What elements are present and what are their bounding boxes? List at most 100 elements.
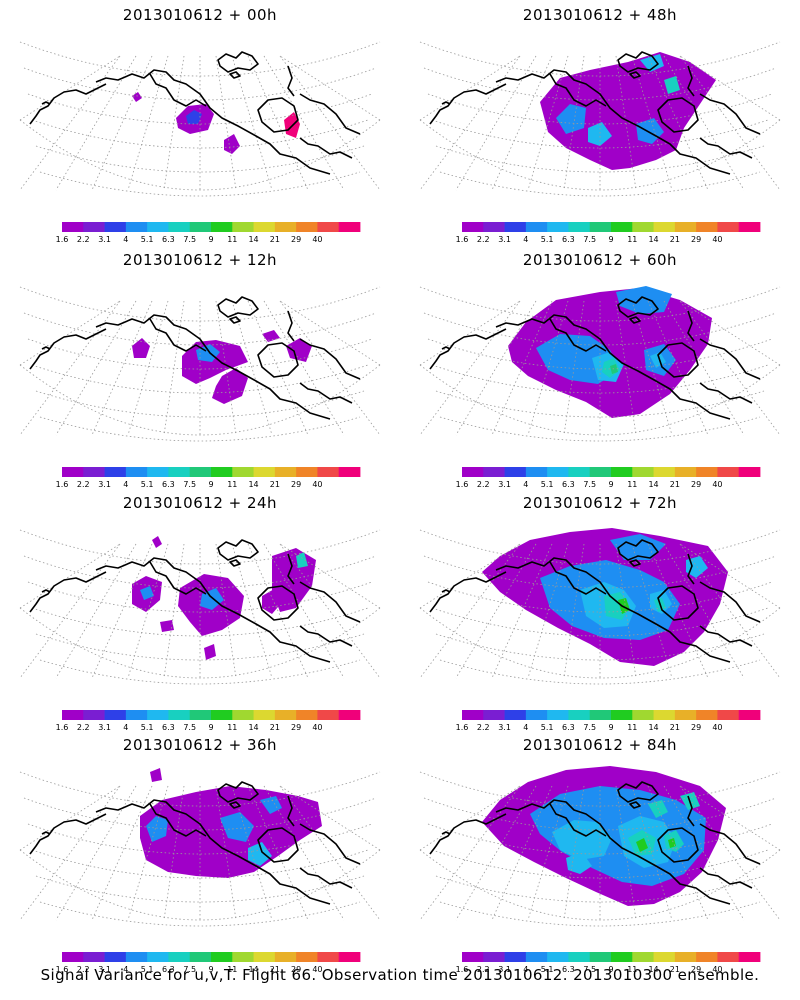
map-plot: 1.6 2.2 3.1 4 5.1 6.3 7.5 9 11 14 21 29 40 — [19, 286, 381, 489]
coast-segment — [149, 73, 207, 107]
coast-segment — [687, 310, 695, 342]
meridian-line — [91, 543, 153, 679]
coast-segment — [217, 781, 259, 803]
map-plot: 1.6 2.2 3.1 4 5.1 6.3 7.5 9 11 14 21 29 40 — [419, 528, 781, 732]
coast-segment — [617, 539, 659, 561]
domain-boundary — [19, 300, 381, 436]
colorbar-swatch — [168, 710, 191, 720]
coast-segment — [257, 97, 299, 133]
colorbar-swatch — [525, 952, 548, 962]
variance-contour — [650, 352, 666, 368]
colorbar-tick-label: 6.3 — [562, 965, 575, 974]
meridian-line — [263, 55, 345, 191]
colorbar-tick-label: 29 — [291, 965, 301, 974]
colorbar-tick-label: 6.3 — [562, 480, 575, 489]
colorbar-swatch — [589, 952, 612, 962]
meridian-line — [55, 55, 137, 191]
variance-contour — [132, 338, 150, 358]
variance-contour — [616, 286, 672, 314]
colorbar-tick-label: 29 — [691, 235, 701, 244]
graticule — [419, 771, 781, 927]
coastline — [29, 539, 361, 663]
colorbar-tick-label: 14 — [648, 480, 658, 489]
colorbar-swatch — [62, 952, 84, 962]
coast-segment — [149, 318, 207, 352]
coast-segment — [429, 328, 507, 370]
colorbar-tick-label: 40 — [712, 480, 722, 489]
latitude-line — [39, 416, 361, 442]
colorbar-swatch — [125, 222, 148, 232]
coast-segment — [217, 51, 259, 73]
coast-segment — [95, 314, 331, 420]
meridian-line — [647, 300, 709, 436]
coastline — [29, 51, 361, 175]
coast-segment — [657, 827, 699, 863]
colorbar-tick-label: 2.2 — [477, 235, 490, 244]
colorbar-swatch — [62, 467, 84, 477]
colorbar-tick-label: 7.5 — [583, 723, 596, 732]
colorbar-swatch — [211, 467, 233, 477]
coast-segment — [657, 342, 699, 378]
meridian-line — [631, 543, 673, 679]
latitude-line — [31, 849, 369, 879]
coast-segment — [549, 318, 607, 352]
colorbar-swatch — [674, 467, 697, 477]
latitude-line — [31, 607, 369, 637]
colorbar-tick-label: 4 — [123, 965, 128, 974]
meridian-line — [491, 55, 553, 191]
colorbar-swatch — [211, 222, 233, 232]
latitude-line — [423, 797, 777, 831]
latitude-line — [435, 633, 765, 661]
colorbar-swatch — [547, 710, 569, 720]
coast-segment — [429, 571, 507, 613]
colorbar-swatch — [62, 222, 84, 232]
colorbar-swatch — [568, 467, 591, 477]
colorbar-tick-label: 3.1 — [98, 235, 111, 244]
variance-contour — [664, 76, 680, 94]
latitude-line — [19, 529, 381, 565]
colorbar-swatch — [189, 222, 212, 232]
graticule — [19, 286, 381, 442]
colorbar-tick-label: 9 — [208, 480, 213, 489]
colorbar-tick-label: 14 — [648, 723, 658, 732]
meridian-line — [647, 785, 709, 921]
colorbar-tick-label: 3.1 — [98, 965, 111, 974]
colorbar-swatch — [147, 952, 169, 962]
coast-segment — [257, 827, 299, 863]
colorbar-swatch — [232, 710, 254, 720]
colorbar-tick-label: 14 — [248, 965, 258, 974]
meridian-line — [91, 300, 153, 436]
latitude-line — [39, 659, 361, 685]
colorbar-tick-label: 7.5 — [183, 723, 196, 732]
coast-segment — [287, 65, 295, 97]
latitude-line — [423, 555, 777, 589]
colorbar-tick-label: 14 — [248, 480, 258, 489]
variance-contour — [152, 536, 162, 548]
latitude-line — [35, 390, 365, 418]
colorbar: 1.6 2.2 3.1 4 5.1 6.3 7.5 9 11 14 21 29 40 — [456, 710, 761, 732]
colorbar-tick-label: 11 — [227, 723, 237, 732]
coast-segment — [299, 338, 361, 380]
colorbar-swatch — [611, 952, 633, 962]
colorbar-swatch — [83, 710, 105, 720]
colorbar-tick-label: 5.1 — [541, 965, 554, 974]
colorbar-swatch — [125, 467, 148, 477]
variance-field — [132, 330, 312, 404]
colorbar-swatch — [274, 710, 297, 720]
colorbar-swatch — [632, 710, 654, 720]
coast-segment — [41, 346, 51, 350]
coastline — [429, 51, 761, 175]
variance-contour — [204, 644, 216, 660]
colorbar-tick-label: 2.2 — [477, 480, 490, 489]
coast-segment — [29, 813, 107, 855]
colorbar-tick-label: 40 — [312, 480, 322, 489]
meridian-line — [55, 300, 137, 436]
colorbar-tick-label: 40 — [312, 723, 322, 732]
meridian-line — [91, 785, 153, 921]
meridian-line — [527, 543, 569, 679]
domain-boundary — [19, 55, 381, 191]
panel-title: 2013010612 + 12h — [122, 251, 278, 269]
meridian-line — [163, 55, 185, 191]
colorbar-tick-label: 1.6 — [56, 235, 69, 244]
colorbar-tick-label: 21 — [670, 965, 680, 974]
